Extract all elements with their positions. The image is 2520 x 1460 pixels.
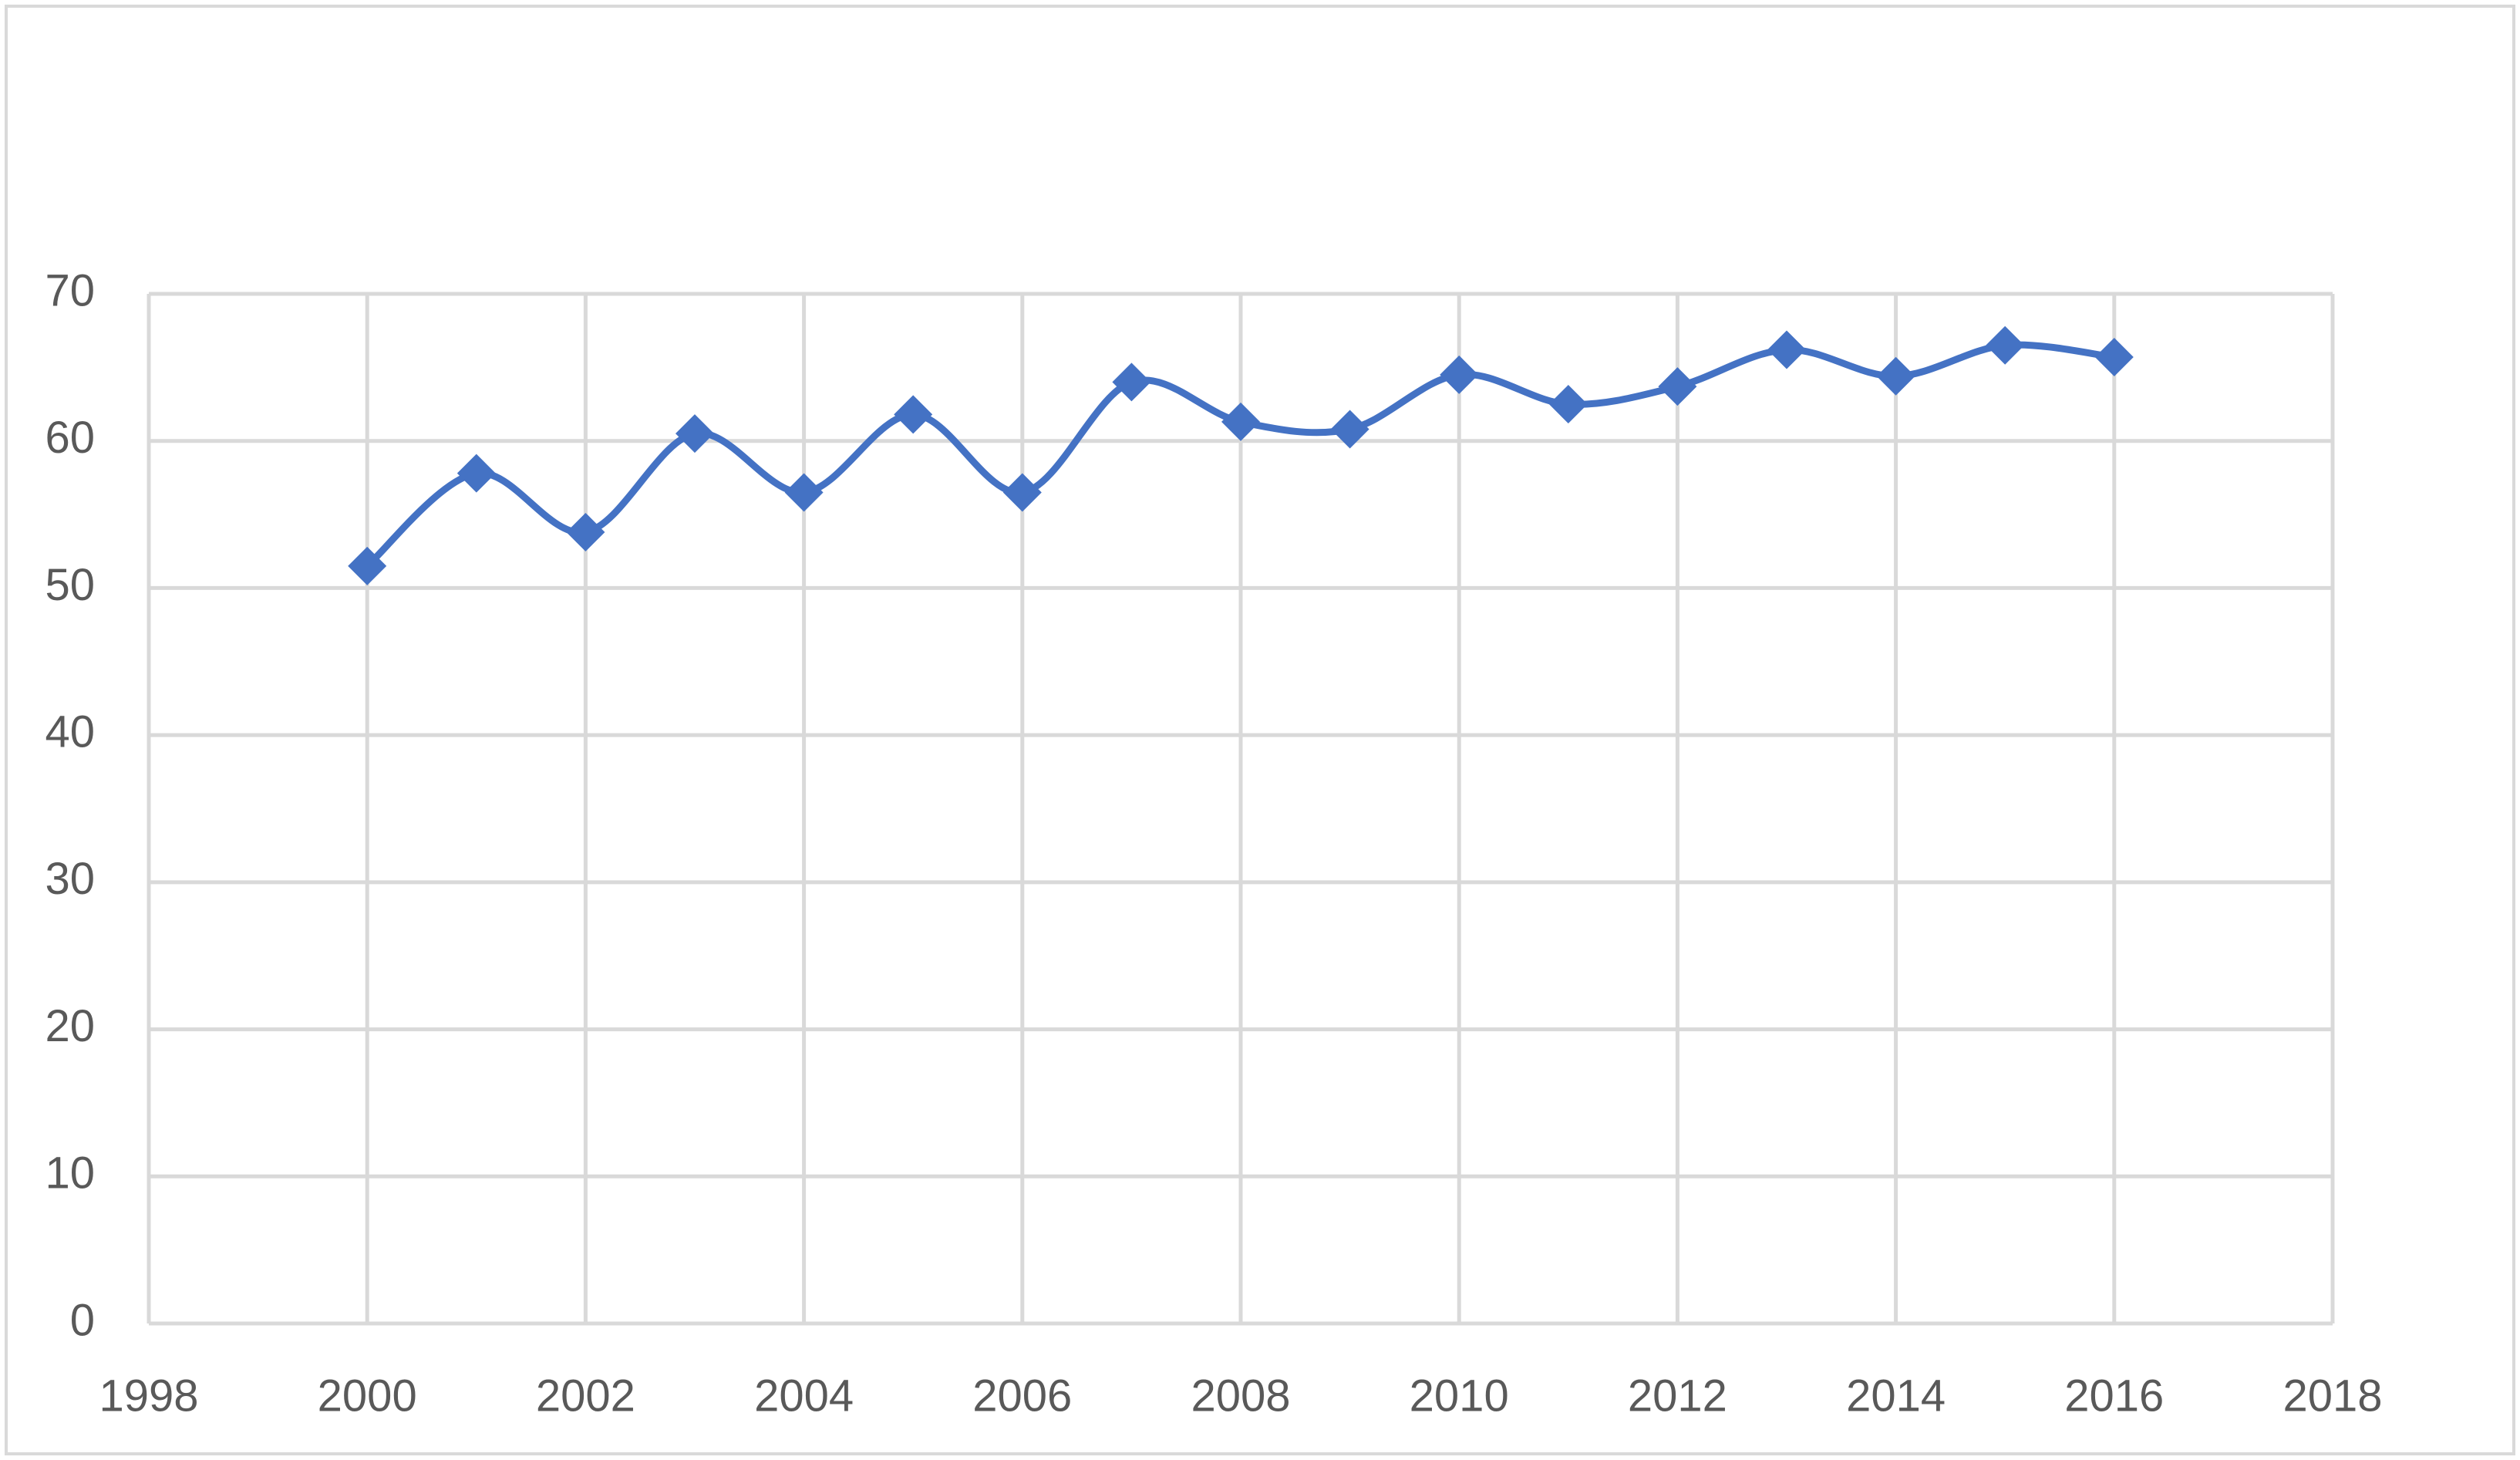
data-point [348,546,387,585]
y-tick-label: 20 [45,1001,95,1051]
x-tick-label: 2008 [1191,1371,1290,1421]
data-point [1330,410,1369,449]
x-tick-label: 2006 [972,1371,1072,1421]
data-point [2094,338,2134,377]
y-tick-label: 30 [45,854,95,904]
x-tick-label: 2002 [536,1371,635,1421]
x-tick-label: 2018 [2282,1371,2382,1421]
data-point [1440,355,1479,394]
y-tick-label: 0 [70,1295,95,1345]
y-tick-label: 10 [45,1148,95,1199]
data-point [566,512,605,551]
x-tick-label: 2016 [2064,1371,2164,1421]
y-tick-label: 70 [45,265,95,315]
x-tick-label: 2012 [1628,1371,1727,1421]
data-point [1002,473,1042,512]
chart-frame [5,5,2515,1455]
data-point [1658,367,1697,406]
data-point [1986,325,2025,365]
data-point [1876,356,1915,396]
data-point [675,414,714,454]
y-tick-label: 50 [45,560,95,610]
data-point [456,454,496,493]
data-point [1221,402,1260,441]
data-point [1767,330,1806,369]
x-tick-label: 2004 [754,1371,854,1421]
data-point [784,473,824,512]
data-point [1112,362,1151,402]
y-tick-label: 40 [45,706,95,757]
data-point [894,395,933,434]
x-tick-label: 2000 [318,1371,417,1421]
data-point [1548,385,1588,424]
x-tick-label: 2010 [1410,1371,1509,1421]
x-tick-label: 1998 [99,1371,198,1421]
y-tick-label: 60 [45,413,95,463]
x-tick-label: 2014 [1846,1371,1946,1421]
